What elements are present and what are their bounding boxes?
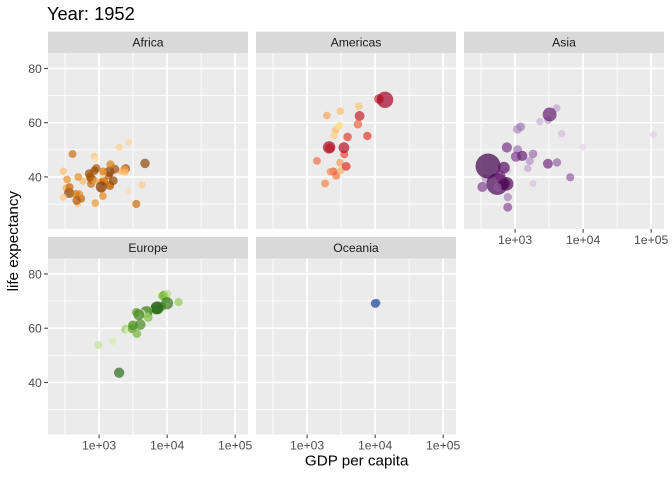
svg-text:40: 40	[28, 376, 42, 390]
svg-text:1e+04: 1e+04	[566, 233, 600, 247]
svg-text:Year: 1952: Year: 1952	[47, 3, 135, 24]
svg-text:Asia: Asia	[552, 36, 576, 50]
svg-text:Oceania: Oceania	[333, 241, 379, 255]
svg-text:1e+04: 1e+04	[150, 439, 184, 453]
svg-text:1e+03: 1e+03	[290, 439, 324, 453]
svg-text:1e+05: 1e+05	[634, 233, 668, 247]
svg-text:60: 60	[28, 116, 42, 130]
svg-text:80: 80	[28, 267, 42, 281]
svg-text:60: 60	[28, 322, 42, 336]
svg-text:Europe: Europe	[128, 241, 168, 255]
svg-text:40: 40	[28, 170, 42, 184]
svg-text:life expectancy: life expectancy	[5, 191, 22, 292]
svg-text:GDP per capita: GDP per capita	[305, 453, 409, 470]
svg-text:1e+04: 1e+04	[358, 439, 392, 453]
svg-text:1e+05: 1e+05	[426, 439, 460, 453]
svg-text:1e+03: 1e+03	[498, 233, 532, 247]
svg-text:1e+05: 1e+05	[218, 439, 252, 453]
svg-text:80: 80	[28, 62, 42, 76]
svg-text:1e+03: 1e+03	[82, 439, 116, 453]
svg-text:Americas: Americas	[331, 36, 382, 50]
svg-text:Africa: Africa	[132, 36, 163, 50]
